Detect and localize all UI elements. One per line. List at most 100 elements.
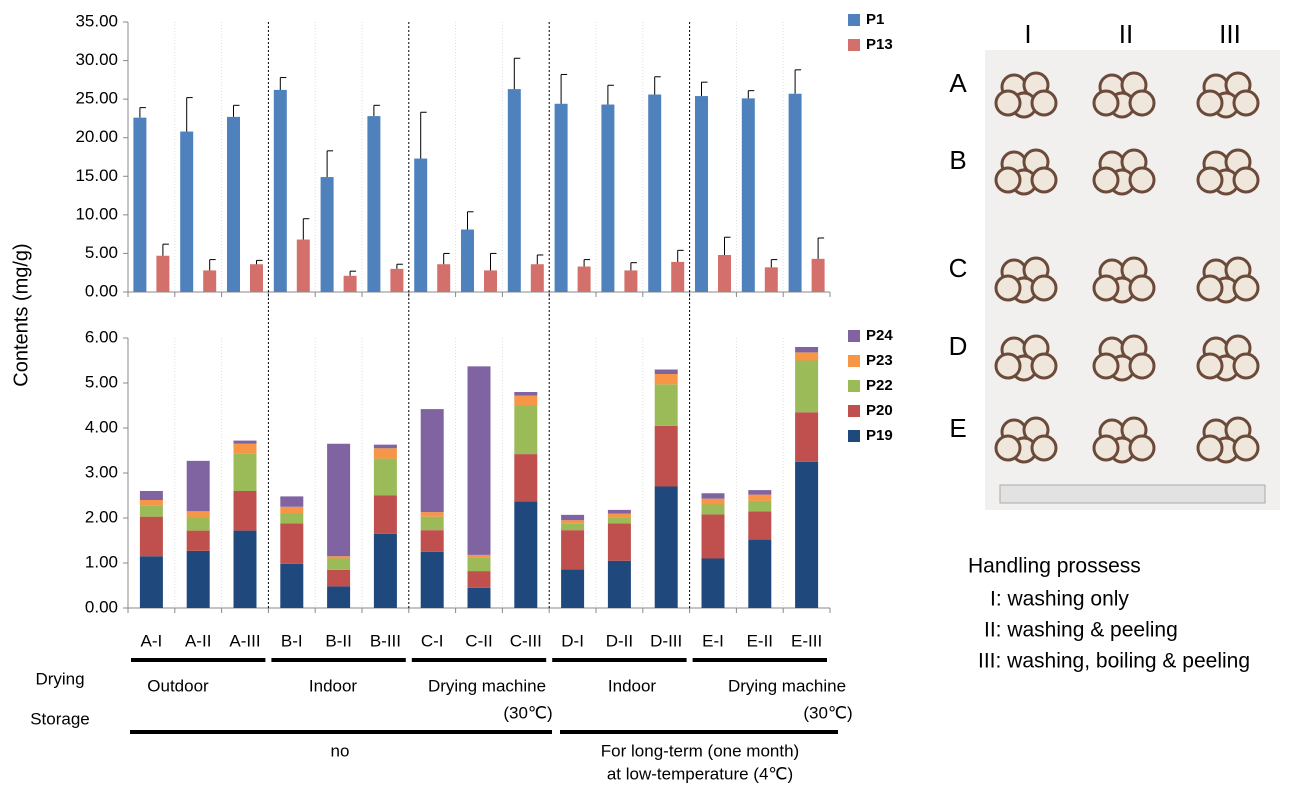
bar-segment [748, 495, 771, 501]
bar-segment [702, 505, 725, 515]
legend-swatch [848, 405, 860, 417]
bar [297, 240, 310, 292]
x-tick-label: D-II [606, 631, 633, 650]
y-tick-label: 35.00 [75, 11, 118, 30]
bar-segment [608, 514, 631, 518]
bar-segment [374, 448, 397, 458]
bar-segment [608, 510, 631, 514]
handling-item: II: washing & peeling [984, 619, 1178, 642]
root-slice [1032, 91, 1056, 115]
bar-segment [561, 524, 584, 530]
legend-label: P13 [866, 36, 893, 53]
bar-segment [748, 490, 771, 495]
x-tick-label: B-II [325, 631, 351, 650]
bar-segment [234, 441, 257, 444]
x-tick-label: B-I [281, 631, 303, 650]
ruler [1000, 485, 1265, 503]
handling-title: Handling prossess [968, 555, 1141, 578]
legend-swatch [848, 14, 860, 26]
bar-segment [327, 556, 350, 558]
bar [531, 264, 544, 292]
bar-segment [280, 507, 303, 514]
y-tick-label: 5.00 [85, 243, 118, 262]
bar [227, 117, 240, 292]
y-tick-label: 0.00 [85, 281, 118, 300]
root-slice [996, 168, 1020, 192]
y-tick-label: 3.00 [85, 462, 118, 481]
drying-group: Drying machine [428, 676, 546, 695]
bar-segment [748, 511, 771, 539]
bar [812, 259, 825, 292]
bar-segment [140, 491, 163, 500]
root-slice [996, 436, 1020, 460]
bar-segment [140, 506, 163, 517]
root-slice [1198, 168, 1222, 192]
bar [344, 276, 357, 292]
root-slice [1234, 436, 1258, 460]
bar [437, 264, 450, 292]
bar [624, 270, 637, 292]
bar-segment [795, 361, 818, 413]
bar-segment [234, 491, 257, 531]
legend-swatch [848, 380, 860, 392]
bar-segment [468, 588, 491, 608]
root-slice [1032, 168, 1056, 192]
bar [274, 90, 287, 292]
legend-label: P19 [866, 427, 893, 444]
bar-segment [140, 556, 163, 608]
bar [414, 159, 427, 292]
root-slice [996, 91, 1020, 115]
bar [765, 267, 778, 292]
root-slice [1094, 276, 1118, 300]
bar-segment [514, 396, 537, 406]
legend-label: P24 [866, 327, 893, 344]
bar [250, 264, 263, 292]
y-tick-label: 25.00 [75, 89, 118, 108]
bar-segment [374, 445, 397, 449]
x-tick-label: A-II [185, 631, 211, 650]
bar [203, 270, 216, 292]
photo-row-label: C [949, 253, 968, 283]
bar [601, 105, 614, 292]
root-slice [1198, 91, 1222, 115]
bar [508, 89, 521, 292]
bar [367, 116, 380, 292]
bar-segment [702, 493, 725, 498]
drying-group: Indoor [309, 676, 358, 695]
root-slice [1032, 436, 1056, 460]
root-slice [1032, 354, 1056, 378]
bar-segment [514, 501, 537, 608]
bar-segment [655, 384, 678, 425]
y-tick-label: 10.00 [75, 204, 118, 223]
bar-segment [327, 559, 350, 570]
drying-group: (30℃) [503, 703, 552, 722]
root-slice [1234, 91, 1258, 115]
handling-item: III: washing, boiling & peeling [978, 650, 1250, 673]
bar-segment [748, 540, 771, 608]
bar-segment [468, 366, 491, 555]
x-tick-label: B-III [370, 631, 401, 650]
bar-segment [234, 531, 257, 608]
bar [461, 230, 474, 292]
bar-segment [187, 511, 210, 518]
photo-column-label: I [1024, 19, 1031, 49]
bar [321, 177, 334, 292]
bar-segment [608, 523, 631, 560]
bar-segment [234, 453, 257, 491]
drying-group: Outdoor [147, 676, 209, 695]
legend-label: P22 [866, 377, 893, 394]
bar-segment [561, 530, 584, 569]
bar-segment [421, 409, 444, 512]
legend-label: P20 [866, 402, 893, 419]
photo-row-label: A [949, 68, 967, 98]
root-slice [1198, 276, 1222, 300]
root-slice [1198, 354, 1222, 378]
photo-row-label: B [949, 145, 966, 175]
bar [133, 118, 146, 292]
legend-label: P23 [866, 352, 893, 369]
x-tick-label: A-III [229, 631, 260, 650]
storage-group: no [331, 741, 350, 760]
bar-segment [421, 512, 444, 517]
bar-segment [702, 499, 725, 505]
bar-segment [702, 514, 725, 558]
